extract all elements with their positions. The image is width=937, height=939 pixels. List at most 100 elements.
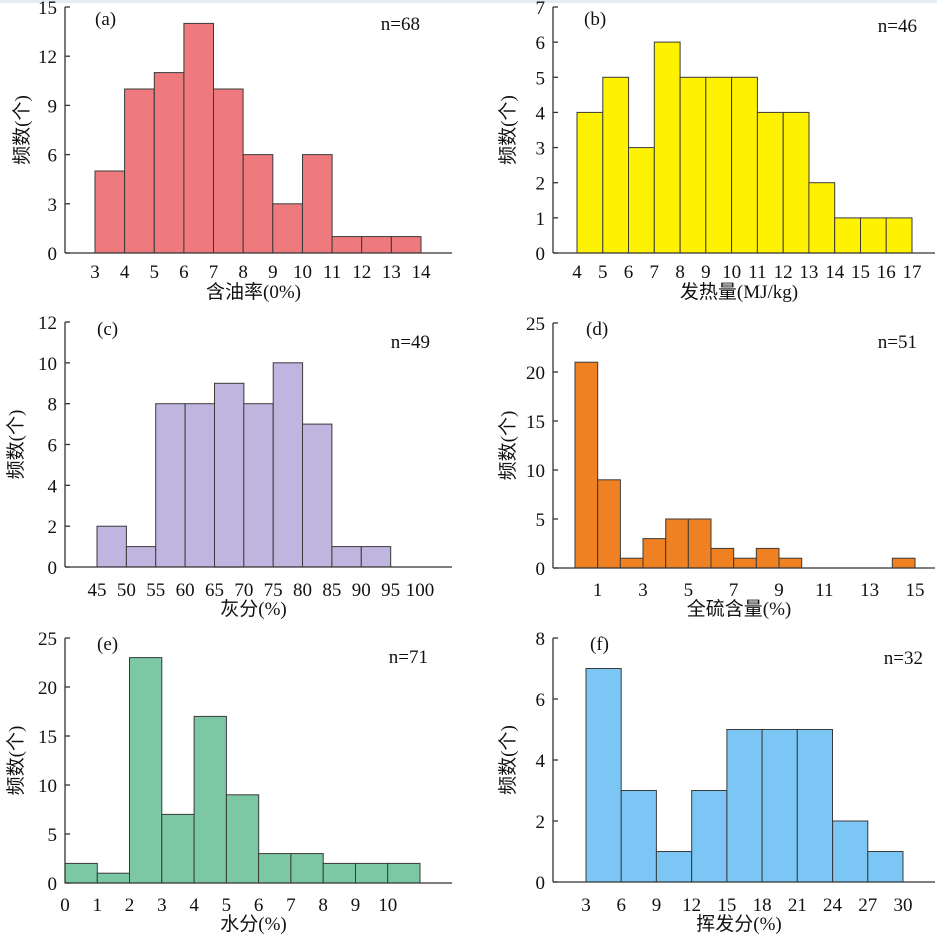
x-tick-label: 11 [815, 580, 833, 601]
histogram-bar [322, 862, 357, 884]
sample-count-label: n=51 [878, 332, 917, 353]
histogram-bar [808, 182, 836, 254]
x-tick-label: 13 [860, 580, 879, 601]
y-tick-label: 10 [526, 461, 545, 482]
panel-label: (f) [590, 634, 609, 655]
histogram-bar [782, 111, 810, 254]
y-tick-label: 10 [38, 354, 57, 375]
histogram-bar [778, 557, 803, 569]
histogram-bar [574, 361, 599, 569]
y-tick-label: 0 [536, 873, 546, 894]
x-tick-label: 3 [90, 262, 100, 283]
y-axis-title: 频数(个) [5, 410, 27, 480]
x-axis-title: 水分(%) [220, 913, 286, 935]
y-tick-label: 6 [48, 436, 58, 457]
histogram-bar [834, 217, 862, 254]
histogram-bar [124, 88, 155, 254]
x-tick-label: 8 [318, 895, 328, 916]
x-tick-label: 50 [117, 580, 136, 601]
x-tick-label: 12 [682, 895, 701, 916]
x-tick-label: 4 [189, 895, 199, 916]
histogram-bar [213, 88, 244, 254]
x-tick-label: 12 [774, 262, 793, 283]
y-tick-label: 2 [48, 517, 58, 538]
y-tick-label: 0 [536, 244, 546, 265]
histogram-bar [619, 557, 644, 569]
x-tick-label: 7 [286, 895, 296, 916]
panel-label: (b) [584, 9, 606, 30]
x-tick-label: 9 [774, 580, 784, 601]
histogram-bar [272, 362, 304, 568]
x-tick-label: 90 [352, 580, 371, 601]
sample-count-label: n=68 [381, 14, 420, 35]
histogram-bar [214, 382, 245, 568]
x-tick-label: 3 [638, 580, 648, 601]
x-tick-label: 16 [877, 262, 896, 283]
histogram-bar [755, 547, 780, 569]
x-tick-label: 10 [722, 262, 741, 283]
histogram-bar [860, 217, 887, 254]
y-axis-title: 频数(个) [497, 411, 519, 481]
histogram-bar [193, 715, 227, 884]
histogram-bar [691, 790, 728, 883]
y-tick-label: 8 [536, 629, 546, 650]
panel-label: (c) [97, 319, 118, 340]
x-tick-label: 5 [684, 580, 694, 601]
histogram-bar [576, 111, 604, 254]
x-tick-label: 15 [851, 262, 870, 283]
x-tick-label: 10 [378, 895, 397, 916]
y-tick-label: 5 [536, 68, 546, 89]
x-axis-title: 发热量(MJ/kg) [680, 281, 798, 303]
y-tick-label: 25 [38, 629, 57, 650]
histogram-bar [642, 538, 667, 569]
x-tick-label: 8 [675, 262, 685, 283]
histogram-bar [183, 22, 214, 254]
x-tick-label: 11 [323, 262, 341, 283]
y-axis-title: 频数(个) [497, 725, 519, 795]
y-tick-label: 20 [38, 678, 57, 699]
histogram-bar [64, 862, 98, 884]
histogram-bar [665, 518, 689, 569]
top-strip [0, 0, 937, 3]
histogram-bar [731, 76, 758, 254]
sample-count-label: n=32 [884, 648, 923, 669]
y-tick-label: 4 [48, 476, 58, 497]
x-tick-label: 24 [823, 895, 843, 916]
histogram-bar [161, 813, 195, 884]
histogram-bar [153, 72, 185, 254]
histogram-bar [184, 403, 216, 568]
x-tick-label: 10 [293, 262, 312, 283]
x-tick-label: 65 [205, 580, 224, 601]
x-tick-label: 5 [222, 895, 232, 916]
x-tick-label: 75 [264, 580, 283, 601]
histogram-bar [243, 403, 274, 568]
x-tick-label: 21 [788, 895, 807, 916]
x-tick-label: 15 [906, 580, 925, 601]
x-tick-label: 85 [322, 580, 341, 601]
x-tick-label: 1 [93, 895, 103, 916]
y-tick-label: 12 [38, 313, 57, 334]
histogram-bar [272, 203, 303, 254]
histogram-bar [302, 154, 333, 254]
histogram-bar [602, 76, 630, 254]
y-tick-label: 15 [526, 412, 545, 433]
histogram-bar [331, 546, 362, 568]
x-tick-label: 8 [238, 262, 248, 283]
x-tick-label: 9 [701, 262, 711, 283]
y-tick-label: 2 [536, 174, 546, 195]
x-tick-label: 17 [903, 262, 922, 283]
x-tick-label: 3 [157, 895, 167, 916]
histogram-bar [290, 853, 324, 884]
y-tick-label: 3 [536, 139, 546, 160]
histogram-bar [705, 76, 733, 254]
x-tick-label: 27 [858, 895, 877, 916]
histogram-bar [94, 170, 126, 254]
y-tick-label: 25 [526, 314, 545, 335]
x-tick-label: 11 [748, 262, 766, 283]
x-tick-label: 14 [825, 262, 845, 283]
x-tick-label: 55 [146, 580, 165, 601]
y-tick-label: 4 [536, 103, 546, 124]
